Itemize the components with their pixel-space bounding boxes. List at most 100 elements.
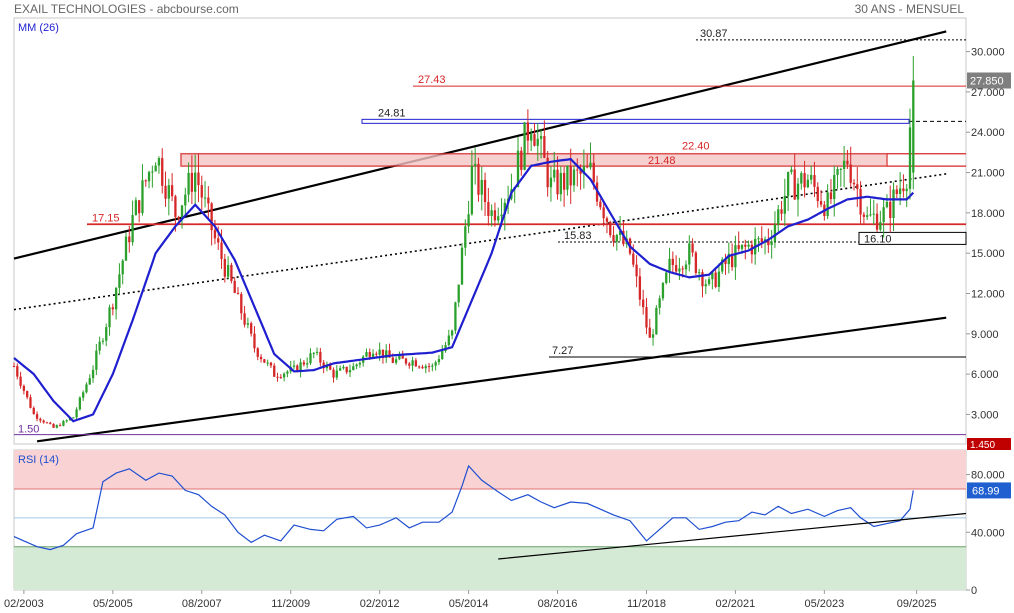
candle — [869, 198, 872, 217]
candle — [648, 318, 651, 338]
candle-body — [49, 422, 52, 424]
candle-body — [898, 188, 902, 194]
candle — [487, 187, 490, 226]
candle — [105, 323, 108, 347]
candle-body — [167, 185, 170, 199]
candle — [427, 362, 431, 373]
candle — [839, 167, 842, 187]
candle-body — [306, 363, 309, 365]
candle-body — [671, 258, 674, 266]
x-tick-label: 08/2016 — [538, 598, 578, 610]
candle — [408, 361, 411, 369]
candle — [203, 181, 207, 208]
rsi-overbought-zone — [14, 450, 966, 489]
candle — [711, 271, 714, 290]
candle-body — [329, 364, 332, 370]
candle-body — [230, 265, 233, 281]
candle-body — [437, 359, 441, 363]
candle-body — [72, 417, 75, 419]
x-tick-label: 05/2005 — [93, 598, 133, 610]
candle-body — [95, 350, 98, 370]
candle — [882, 198, 885, 238]
candle — [849, 146, 852, 188]
candle-body — [187, 172, 190, 195]
candle-body — [253, 333, 256, 349]
candle-body — [539, 136, 543, 139]
candle-body — [447, 335, 450, 346]
candle — [78, 396, 82, 411]
candle — [348, 364, 352, 377]
candle-body — [493, 210, 497, 221]
candle — [892, 182, 895, 232]
candle-body — [147, 171, 151, 182]
candle-body — [52, 423, 55, 428]
candle-body — [236, 292, 240, 295]
candle — [602, 202, 605, 227]
candle-body — [42, 420, 45, 423]
candle-body — [678, 268, 681, 272]
candle-body — [141, 180, 144, 214]
candle — [424, 364, 427, 374]
candle-body — [859, 188, 862, 215]
candle — [688, 235, 691, 272]
candle-body — [800, 173, 803, 184]
candle-body — [618, 230, 622, 235]
candle-body — [480, 179, 483, 195]
candle — [724, 253, 727, 275]
candle-body — [701, 272, 704, 287]
candle-body — [846, 160, 849, 165]
candle — [638, 268, 642, 306]
candle-body — [747, 244, 750, 247]
candle-body — [26, 390, 29, 398]
candle — [483, 172, 487, 217]
candle — [342, 364, 345, 370]
candle-body — [266, 362, 269, 364]
candle-body — [243, 313, 246, 325]
candle — [52, 423, 55, 429]
candle — [223, 253, 226, 283]
candle-body — [724, 259, 727, 265]
candle — [332, 367, 335, 383]
candle-body — [902, 188, 905, 192]
candle-body — [315, 351, 319, 353]
candle — [727, 242, 730, 274]
rsi-last-label: 68.99 — [972, 485, 1000, 497]
candle — [16, 363, 19, 380]
candle-body — [816, 186, 819, 202]
candle-body — [559, 172, 562, 195]
candle — [108, 304, 111, 336]
candle-body — [691, 243, 694, 253]
candle — [447, 329, 450, 347]
candle-body — [319, 351, 322, 363]
candle — [803, 160, 806, 198]
candle — [569, 148, 572, 204]
candle — [118, 263, 121, 295]
candle-body — [806, 179, 810, 188]
rsi-oversold-zone — [14, 546, 966, 590]
candle — [665, 270, 668, 285]
candle — [35, 411, 39, 422]
candle-body — [207, 197, 210, 204]
candle — [434, 360, 437, 371]
candle-body — [418, 366, 421, 368]
candle — [635, 255, 638, 288]
candle — [826, 184, 829, 219]
candle-body — [655, 307, 658, 335]
candle-body — [793, 169, 796, 200]
price-y-tick-label: 27.000 — [971, 87, 1005, 99]
candle-body — [12, 366, 16, 368]
candle-body — [757, 238, 760, 240]
candle-body — [632, 253, 635, 265]
candle-body — [151, 171, 154, 173]
candle-body — [441, 351, 444, 360]
candle-body — [335, 370, 338, 378]
candle-body — [164, 185, 167, 199]
candle — [609, 220, 612, 238]
candle-body — [427, 366, 431, 368]
candle — [197, 153, 200, 202]
x-tick-label: 11/2018 — [627, 598, 666, 610]
candle — [411, 356, 414, 372]
candle — [556, 156, 559, 200]
candle-body — [200, 185, 203, 198]
